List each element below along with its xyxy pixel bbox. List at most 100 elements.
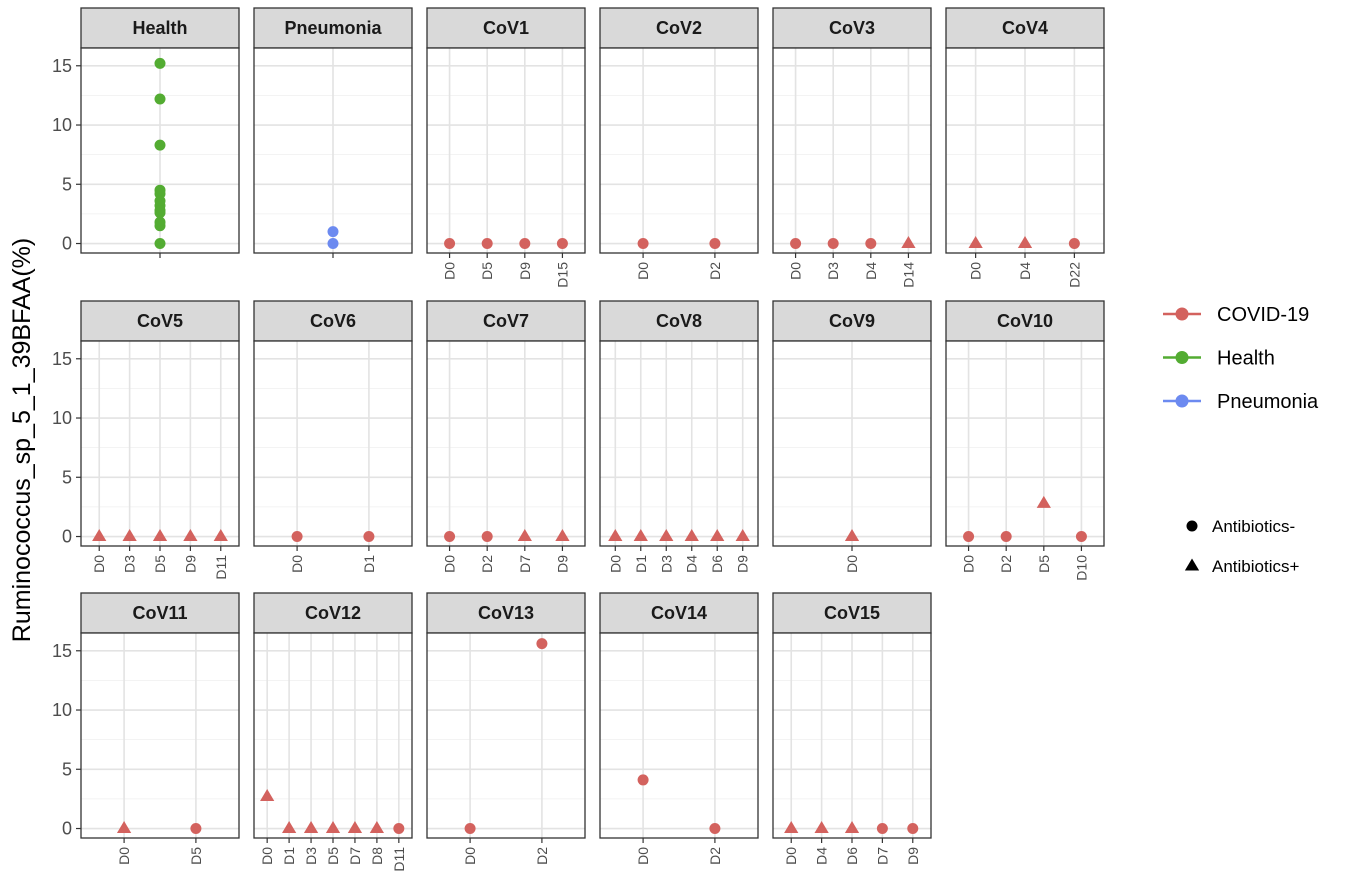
x-tick-label: D4 (814, 847, 830, 865)
facet-panel-pneumonia: Pneumonia (253, 7, 413, 258)
facet-panel-cov1: CoV1 D0 D5 D9 D15 (426, 7, 586, 288)
legend-shape-label: Antibiotics+ (1212, 557, 1299, 576)
y-tick-label: 0 (62, 819, 72, 839)
facet-panel-health: Health 0 5 10 15 (52, 7, 240, 258)
facet-panel-cov7: CoV7 D0 D2 D7 D9 (426, 300, 586, 573)
x-tick-label: D2 (998, 555, 1014, 573)
data-point (633, 529, 648, 542)
data-point (393, 823, 405, 835)
x-tick-label: D1 (633, 555, 649, 573)
panel-border (945, 340, 1105, 547)
facet-strip-title: CoV1 (483, 18, 529, 38)
facet-panel-cov3: CoV3 D0 D3 D4 D14 (772, 7, 932, 288)
facet-panel-cov6: CoV6 D0 D1 (253, 300, 413, 573)
facet-strip (945, 7, 1105, 49)
data-point (790, 238, 802, 250)
x-tick-label: D5 (325, 847, 341, 865)
data-point (327, 238, 339, 250)
data-point (325, 821, 341, 834)
data-point (281, 821, 297, 834)
x-tick-label: D5 (1036, 555, 1052, 573)
data-point (1075, 531, 1087, 543)
panel-border (426, 632, 586, 839)
facet-strip-title: Health (132, 18, 187, 38)
data-point (536, 638, 548, 650)
y-tick-label: 0 (62, 234, 72, 254)
y-axis-label: Ruminococcus_sp_5_1_39BFAA(%) (8, 238, 36, 642)
panel-border (426, 340, 586, 547)
data-point (963, 531, 975, 543)
legend-item-health: Health (1163, 348, 1275, 370)
data-point (865, 238, 877, 250)
x-tick-label: D6 (709, 555, 725, 573)
plot-background (600, 48, 758, 253)
x-tick-label: D9 (735, 555, 751, 573)
panel-border (772, 47, 932, 254)
data-point (555, 529, 570, 542)
x-tick-label: D2 (707, 262, 723, 280)
data-point (659, 529, 674, 542)
x-tick-label: D0 (116, 847, 132, 865)
facet-strip-title: CoV15 (824, 603, 880, 623)
legend-key-point (1175, 394, 1189, 408)
x-tick-label: D0 (607, 555, 623, 573)
data-point (213, 529, 228, 542)
facet-strip-title: CoV6 (310, 311, 356, 331)
data-point (556, 238, 568, 250)
data-point (907, 823, 919, 835)
data-point (154, 220, 166, 232)
facet-panel-cov2: CoV2 D0 D2 (599, 7, 759, 280)
x-tick-label: D2 (534, 847, 550, 865)
x-tick-label: D7 (347, 847, 363, 865)
facet-panel-cov13: CoV13 D0 D2 (426, 592, 586, 865)
x-tick-label: D3 (122, 555, 138, 573)
legend-item-covid-19: COVID-19 (1163, 304, 1309, 326)
data-point (122, 529, 137, 542)
legend-shape-antibiotics-plus: Antibiotics+ (1184, 557, 1299, 576)
facet-strip-title: CoV3 (829, 18, 875, 38)
data-point (190, 823, 202, 835)
legend-shape-key (1186, 520, 1198, 532)
x-tick-label: D4 (1017, 262, 1033, 280)
facet-panel-cov11: CoV11 0 5 10 15 D0 D5 (52, 592, 240, 865)
data-point (369, 821, 385, 834)
data-point (154, 57, 166, 69)
panel-border (80, 632, 240, 839)
data-point (710, 529, 725, 542)
plot-background (946, 341, 1104, 546)
legend-shape-key (1184, 558, 1200, 571)
x-tick-label: D22 (1066, 262, 1082, 288)
y-tick-label: 15 (52, 56, 72, 76)
data-point (1017, 236, 1033, 249)
data-point (637, 238, 649, 250)
x-tick-label: D5 (188, 847, 204, 865)
facet-strip-title: CoV11 (132, 603, 187, 623)
data-point (464, 823, 476, 835)
data-point (901, 236, 916, 249)
data-point (92, 529, 107, 542)
data-point (608, 529, 623, 542)
facet-strip (80, 592, 240, 634)
data-point (519, 238, 531, 250)
data-point (152, 529, 168, 542)
y-tick-label: 15 (52, 641, 72, 661)
x-tick-label: D7 (874, 847, 890, 865)
y-tick-label: 5 (62, 759, 72, 779)
y-tick-label: 10 (52, 408, 72, 428)
data-point (291, 531, 303, 543)
panel-border (599, 47, 759, 254)
x-tick-label: D0 (259, 847, 275, 865)
facet-strip-title: CoV13 (478, 603, 534, 623)
x-tick-label: D0 (635, 262, 651, 280)
x-tick-label: D9 (905, 847, 921, 865)
x-tick-label: D8 (369, 847, 385, 865)
facet-strip-title: CoV2 (656, 18, 702, 38)
facet-strip-title: Pneumonia (284, 18, 382, 38)
data-point (116, 821, 132, 834)
data-point (481, 238, 493, 250)
y-tick-label: 0 (62, 527, 72, 547)
x-tick-label: D4 (684, 555, 700, 573)
panel-border (599, 340, 759, 547)
data-point (363, 531, 375, 543)
